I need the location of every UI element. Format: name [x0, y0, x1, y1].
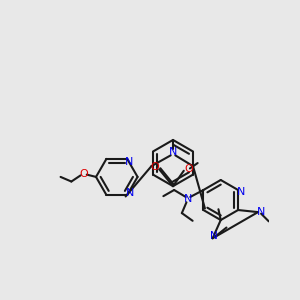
Text: O: O: [150, 162, 159, 172]
Text: N: N: [257, 207, 265, 217]
Text: O: O: [79, 169, 88, 179]
Text: N: N: [237, 187, 245, 196]
Text: N: N: [126, 188, 134, 198]
Text: N: N: [124, 157, 133, 167]
Text: N: N: [184, 194, 192, 204]
Text: N: N: [169, 147, 177, 157]
Text: N: N: [210, 231, 218, 241]
Text: O: O: [184, 164, 193, 174]
